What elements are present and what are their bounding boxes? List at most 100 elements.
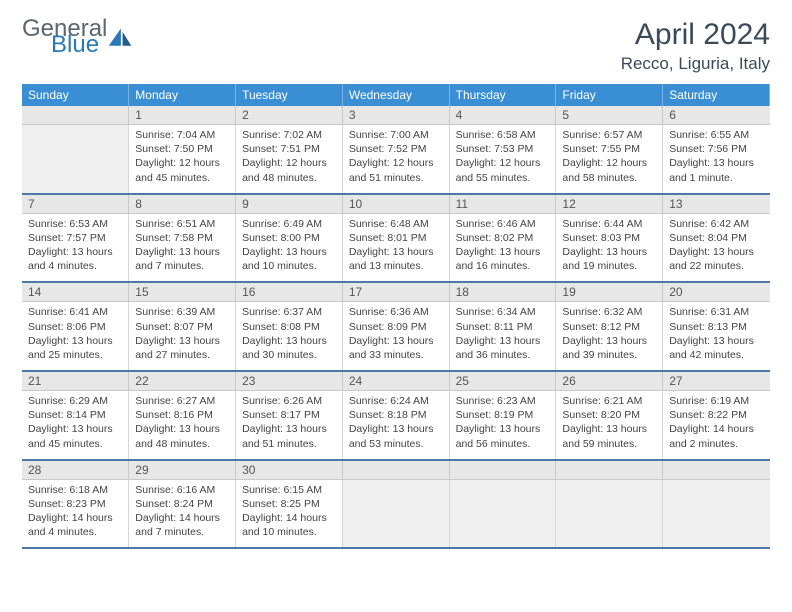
sunrise-text: Sunrise: 6:18 AM: [28, 483, 122, 497]
sunset-text: Sunset: 7:50 PM: [135, 142, 229, 156]
calendar-table: Sunday Monday Tuesday Wednesday Thursday…: [22, 84, 770, 549]
daylight-line1: Daylight: 13 hours: [456, 245, 550, 259]
day-cell: Sunrise: 7:00 AMSunset: 7:52 PMDaylight:…: [342, 125, 449, 194]
daynum-row: 21222324252627: [22, 371, 770, 391]
day-body-row: Sunrise: 6:41 AMSunset: 8:06 PMDaylight:…: [22, 302, 770, 371]
daylight-line1: Daylight: 13 hours: [669, 245, 763, 259]
daynum-row: 14151617181920: [22, 282, 770, 302]
daylight-line1: Daylight: 13 hours: [135, 422, 229, 436]
day-cell: Sunrise: 7:02 AMSunset: 7:51 PMDaylight:…: [236, 125, 343, 194]
sunrise-text: Sunrise: 6:42 AM: [669, 217, 763, 231]
logo-text-blue: Blue: [51, 34, 107, 56]
month-title: April 2024: [621, 18, 770, 52]
sunrise-text: Sunrise: 6:24 AM: [349, 394, 443, 408]
sunset-text: Sunset: 7:57 PM: [28, 231, 122, 245]
weekday-header: Monday: [129, 84, 236, 106]
day-number-cell: 9: [236, 194, 343, 214]
day-number-cell: 16: [236, 282, 343, 302]
sunset-text: Sunset: 8:08 PM: [242, 320, 336, 334]
day-number-cell: 27: [663, 371, 770, 391]
day-cell: Sunrise: 6:57 AMSunset: 7:55 PMDaylight:…: [556, 125, 663, 194]
daylight-line1: Daylight: 13 hours: [669, 156, 763, 170]
daynum-row: 123456: [22, 106, 770, 125]
day-number-cell: 11: [449, 194, 556, 214]
daylight-line2: and 39 minutes.: [562, 348, 656, 362]
daylight-line2: and 53 minutes.: [349, 437, 443, 451]
daylight-line1: Daylight: 14 hours: [669, 422, 763, 436]
day-number-cell: 23: [236, 371, 343, 391]
daylight-line2: and 7 minutes.: [135, 259, 229, 273]
sunrise-text: Sunrise: 6:34 AM: [456, 305, 550, 319]
sunset-text: Sunset: 7:58 PM: [135, 231, 229, 245]
title-block: April 2024 Recco, Liguria, Italy: [621, 18, 770, 74]
daylight-line2: and 58 minutes.: [562, 171, 656, 185]
daylight-line1: Daylight: 14 hours: [242, 511, 336, 525]
sunrise-text: Sunrise: 6:53 AM: [28, 217, 122, 231]
day-cell: Sunrise: 6:49 AMSunset: 8:00 PMDaylight:…: [236, 213, 343, 282]
daylight-line1: Daylight: 13 hours: [135, 245, 229, 259]
day-cell: Sunrise: 6:41 AMSunset: 8:06 PMDaylight:…: [22, 302, 129, 371]
day-cell: [22, 125, 129, 194]
daylight-line1: Daylight: 14 hours: [135, 511, 229, 525]
daylight-line2: and 10 minutes.: [242, 525, 336, 539]
daylight-line1: Daylight: 12 hours: [456, 156, 550, 170]
day-number-cell: 28: [22, 460, 129, 480]
day-cell: Sunrise: 6:18 AMSunset: 8:23 PMDaylight:…: [22, 479, 129, 548]
daylight-line2: and 56 minutes.: [456, 437, 550, 451]
sunset-text: Sunset: 8:06 PM: [28, 320, 122, 334]
sunrise-text: Sunrise: 6:44 AM: [562, 217, 656, 231]
daylight-line2: and 7 minutes.: [135, 525, 229, 539]
day-number-cell: 1: [129, 106, 236, 125]
daylight-line1: Daylight: 13 hours: [562, 422, 656, 436]
daylight-line1: Daylight: 13 hours: [456, 334, 550, 348]
day-number-cell: 20: [663, 282, 770, 302]
day-number-cell: 25: [449, 371, 556, 391]
daylight-line1: Daylight: 13 hours: [349, 334, 443, 348]
day-number-cell: 12: [556, 194, 663, 214]
daylight-line2: and 45 minutes.: [135, 171, 229, 185]
sunrise-text: Sunrise: 6:37 AM: [242, 305, 336, 319]
daynum-row: 282930: [22, 460, 770, 480]
day-cell: Sunrise: 6:36 AMSunset: 8:09 PMDaylight:…: [342, 302, 449, 371]
daylight-line2: and 36 minutes.: [456, 348, 550, 362]
sunrise-text: Sunrise: 6:58 AM: [456, 128, 550, 142]
day-cell: Sunrise: 6:55 AMSunset: 7:56 PMDaylight:…: [663, 125, 770, 194]
sunset-text: Sunset: 8:16 PM: [135, 408, 229, 422]
day-cell: [663, 479, 770, 548]
day-number-cell: [342, 460, 449, 480]
day-cell: Sunrise: 6:19 AMSunset: 8:22 PMDaylight:…: [663, 391, 770, 460]
day-cell: Sunrise: 6:37 AMSunset: 8:08 PMDaylight:…: [236, 302, 343, 371]
sunset-text: Sunset: 8:19 PM: [456, 408, 550, 422]
weekday-header: Saturday: [663, 84, 770, 106]
sunset-text: Sunset: 8:03 PM: [562, 231, 656, 245]
daylight-line2: and 27 minutes.: [135, 348, 229, 362]
sunrise-text: Sunrise: 6:32 AM: [562, 305, 656, 319]
day-number-cell: [663, 460, 770, 480]
day-number-cell: 8: [129, 194, 236, 214]
sunset-text: Sunset: 8:09 PM: [349, 320, 443, 334]
day-cell: Sunrise: 6:27 AMSunset: 8:16 PMDaylight:…: [129, 391, 236, 460]
day-body-row: Sunrise: 6:18 AMSunset: 8:23 PMDaylight:…: [22, 479, 770, 548]
day-number-cell: 7: [22, 194, 129, 214]
daylight-line2: and 2 minutes.: [669, 437, 763, 451]
weekday-header: Tuesday: [236, 84, 343, 106]
daylight-line2: and 33 minutes.: [349, 348, 443, 362]
day-cell: Sunrise: 6:16 AMSunset: 8:24 PMDaylight:…: [129, 479, 236, 548]
daylight-line2: and 10 minutes.: [242, 259, 336, 273]
sunset-text: Sunset: 8:25 PM: [242, 497, 336, 511]
weekday-header: Sunday: [22, 84, 129, 106]
sunset-text: Sunset: 7:55 PM: [562, 142, 656, 156]
day-cell: Sunrise: 6:51 AMSunset: 7:58 PMDaylight:…: [129, 213, 236, 282]
page-header: General Blue April 2024 Recco, Liguria, …: [0, 0, 792, 78]
day-number-cell: [449, 460, 556, 480]
sunrise-text: Sunrise: 6:36 AM: [349, 305, 443, 319]
day-cell: [449, 479, 556, 548]
day-cell: Sunrise: 6:42 AMSunset: 8:04 PMDaylight:…: [663, 213, 770, 282]
sunrise-text: Sunrise: 6:21 AM: [562, 394, 656, 408]
daylight-line1: Daylight: 13 hours: [349, 245, 443, 259]
day-body-row: Sunrise: 7:04 AMSunset: 7:50 PMDaylight:…: [22, 125, 770, 194]
day-cell: Sunrise: 6:26 AMSunset: 8:17 PMDaylight:…: [236, 391, 343, 460]
daylight-line1: Daylight: 12 hours: [242, 156, 336, 170]
day-number-cell: 2: [236, 106, 343, 125]
day-number-cell: 18: [449, 282, 556, 302]
